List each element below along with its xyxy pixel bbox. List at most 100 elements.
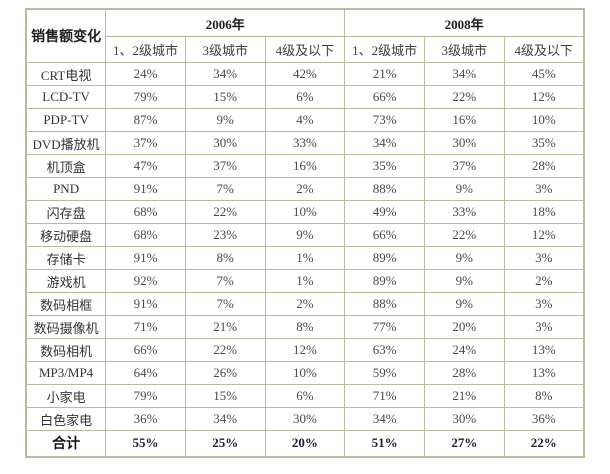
value-cell: 22% [423, 223, 505, 247]
total-value-cell: 51% [344, 430, 425, 457]
table-row: PDP-TV 87% 9% 4% 73% 16% 10% [25, 108, 585, 132]
value-cell: 34% [184, 407, 266, 431]
sub-header-tier12-2006: 1、2级城市 [105, 36, 186, 63]
value-cell: 47% [105, 154, 186, 178]
value-cell: 1% [264, 269, 346, 293]
value-cell: 33% [423, 200, 505, 224]
sub-header-tier4-2006: 4级及以下 [264, 36, 346, 63]
value-cell: 7% [184, 269, 266, 293]
value-cell: 16% [264, 154, 346, 178]
city-tier-header-row: 1、2级城市 3级城市 4级及以下 1、2级城市 3级城市 4级及以下 [26, 36, 585, 63]
table-row: 机顶盒 47% 37% 16% 35% 37% 28% [25, 154, 585, 178]
value-cell: 22% [184, 200, 266, 224]
value-cell: 20% [423, 315, 505, 339]
value-cell: 37% [184, 154, 266, 178]
total-row: 合计 55% 25% 20% 51% 27% 22% [25, 430, 585, 457]
value-cell: 89% [344, 246, 425, 270]
table-row: DVD播放机 37% 30% 33% 34% 30% 35% [25, 131, 585, 155]
table-row: PND 91% 7% 2% 88% 9% 3% [25, 177, 585, 201]
value-cell: 21% [423, 384, 505, 408]
sub-header-tier3-2006: 3级城市 [184, 36, 266, 63]
value-cell: 10% [503, 108, 585, 132]
value-cell: 10% [264, 200, 346, 224]
value-cell: 15% [184, 384, 266, 408]
value-cell: 7% [184, 177, 266, 201]
table-header: 销售额变化 2006年 2008年 1、2级城市 3级城市 4级及以下 1、2级… [25, 8, 585, 63]
year-header-2006: 2006年 [105, 8, 346, 37]
row-label: 数码相机 [25, 338, 107, 362]
value-cell: 87% [105, 108, 186, 132]
value-cell: 21% [344, 62, 425, 86]
value-cell: 9% [423, 246, 505, 270]
value-cell: 30% [423, 407, 505, 431]
table-row: 游戏机 92% 7% 1% 89% 9% 2% [25, 269, 585, 293]
sales-change-table: 销售额变化 2006年 2008年 1、2级城市 3级城市 4级及以下 1、2级… [25, 8, 585, 458]
value-cell: 9% [423, 177, 505, 201]
row-label: 小家电 [25, 384, 107, 408]
value-cell: 42% [264, 62, 346, 86]
value-cell: 9% [264, 223, 346, 247]
total-value-cell: 22% [503, 430, 585, 457]
value-cell: 3% [503, 246, 585, 270]
value-cell: 28% [423, 361, 505, 385]
value-cell: 24% [105, 62, 186, 86]
value-cell: 49% [344, 200, 425, 224]
value-cell: 71% [105, 315, 186, 339]
total-value-cell: 55% [105, 430, 186, 457]
value-cell: 16% [423, 108, 505, 132]
value-cell: 13% [503, 361, 585, 385]
value-cell: 91% [105, 177, 186, 201]
value-cell: 88% [344, 177, 425, 201]
row-label: 数码相框 [25, 292, 107, 316]
value-cell: 2% [503, 269, 585, 293]
value-cell: 7% [184, 292, 266, 316]
value-cell: 21% [184, 315, 266, 339]
table-row: 白色家电 36% 34% 30% 34% 30% 36% [25, 407, 585, 431]
value-cell: 4% [264, 108, 346, 132]
value-cell: 45% [503, 62, 585, 86]
row-label: 游戏机 [25, 269, 107, 293]
value-cell: 36% [503, 407, 585, 431]
value-cell: 8% [184, 246, 266, 270]
table-row: LCD-TV 79% 15% 6% 66% 22% 12% [25, 85, 585, 109]
total-value-cell: 25% [184, 430, 266, 457]
value-cell: 59% [344, 361, 425, 385]
value-cell: 15% [184, 85, 266, 109]
sub-header-tier12-2008: 1、2级城市 [344, 36, 425, 63]
value-cell: 89% [344, 269, 425, 293]
value-cell: 28% [503, 154, 585, 178]
value-cell: 91% [105, 292, 186, 316]
value-cell: 24% [423, 338, 505, 362]
value-cell: 9% [423, 269, 505, 293]
total-value-cell: 27% [423, 430, 505, 457]
value-cell: 9% [184, 108, 266, 132]
value-cell: 12% [264, 338, 346, 362]
table-body: CRT电视 24% 34% 42% 21% 34% 45% LCD-TV 79% 15% 6% 66%… [25, 62, 585, 457]
value-cell: 10% [264, 361, 346, 385]
value-cell: 13% [503, 338, 585, 362]
year-header-2008: 2008年 [344, 8, 585, 37]
table-row: 数码摄像机 71% 21% 8% 77% 20% 3% [25, 315, 585, 339]
value-cell: 63% [344, 338, 425, 362]
value-cell: 64% [105, 361, 186, 385]
value-cell: 8% [264, 315, 346, 339]
table-row: 数码相机 66% 22% 12% 63% 24% 13% [25, 338, 585, 362]
value-cell: 3% [503, 315, 585, 339]
row-label: 白色家电 [25, 407, 107, 431]
value-cell: 30% [184, 131, 266, 155]
value-cell: 34% [184, 62, 266, 86]
value-cell: 88% [344, 292, 425, 316]
sales-change-table-container: 销售额变化 2006年 2008年 1、2级城市 3级城市 4级及以下 1、2级… [25, 8, 585, 458]
value-cell: 66% [344, 223, 425, 247]
row-label: 闪存盘 [25, 200, 107, 224]
value-cell: 35% [344, 154, 425, 178]
value-cell: 92% [105, 269, 186, 293]
row-label: MP3/MP4 [25, 361, 107, 385]
table-row: CRT电视 24% 34% 42% 21% 34% 45% [25, 62, 585, 86]
table-row: MP3/MP4 64% 26% 10% 59% 28% 13% [25, 361, 585, 385]
total-value-cell: 20% [264, 430, 346, 457]
value-cell: 22% [184, 338, 266, 362]
value-cell: 34% [423, 62, 505, 86]
value-cell: 79% [105, 85, 186, 109]
value-cell: 22% [423, 85, 505, 109]
